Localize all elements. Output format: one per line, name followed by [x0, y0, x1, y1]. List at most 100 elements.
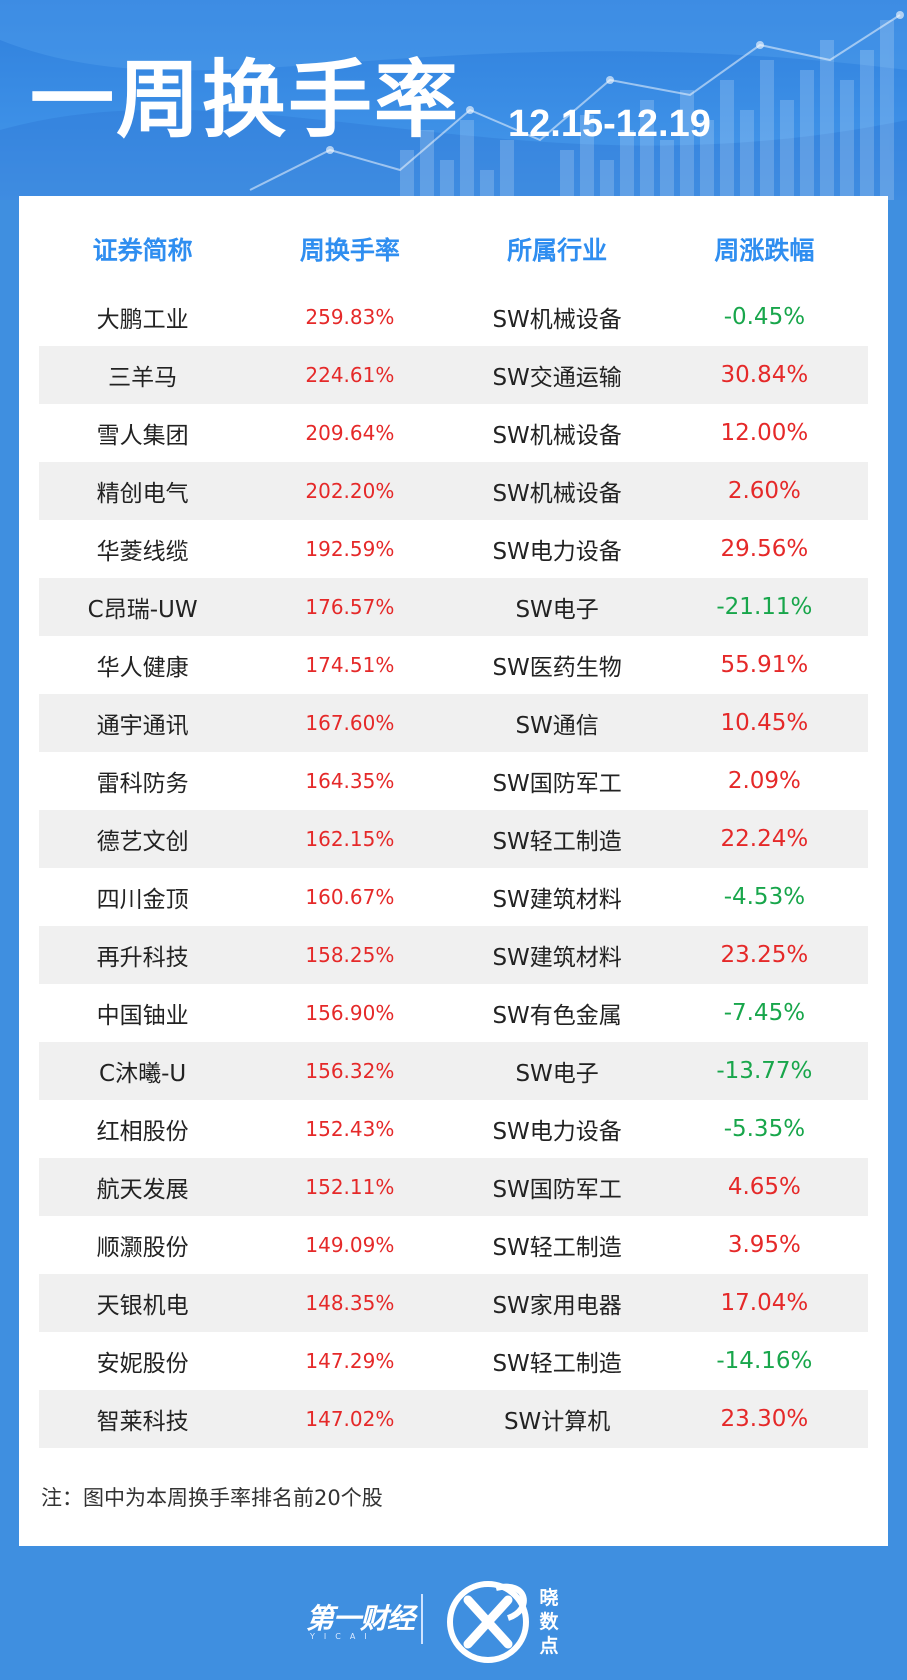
turnover-rate-cell: 156.32%: [305, 1059, 395, 1083]
turnover-rate-cell: 167.60%: [305, 711, 395, 735]
column-header-rate: 周换手率: [299, 236, 400, 265]
table-row: 航天发展 152.11% SW国防军工 4.65%: [39, 1158, 868, 1216]
stock-name-cell: 雷科防务: [96, 771, 189, 797]
table-row: 通宇通讯 167.60% SW通信 10.45%: [39, 694, 868, 752]
turnover-rate-cell: 176.57%: [305, 595, 395, 619]
turnover-rate-cell: 147.29%: [305, 1349, 395, 1373]
weekly-change-cell: 12.00%: [720, 420, 809, 446]
turnover-rate-cell: 224.61%: [305, 363, 395, 387]
industry-cell: SW家用电器: [492, 1293, 622, 1319]
weekly-change-cell: 2.60%: [727, 478, 801, 504]
turnover-rate-cell: 148.35%: [305, 1291, 395, 1315]
stock-name-cell: 红相股份: [96, 1119, 189, 1145]
weekly-change-cell: 55.91%: [720, 652, 809, 678]
table-row: 顺灏股份 149.09% SW轻工制造 3.95%: [39, 1216, 868, 1274]
table-row: 天银机电 148.35% SW家用电器 17.04%: [39, 1274, 868, 1332]
turnover-rate-cell: 147.02%: [305, 1407, 395, 1431]
weekly-change-cell: 4.65%: [727, 1174, 801, 1200]
industry-cell: SW国防军工: [492, 771, 622, 797]
stock-name-cell: 大鹏工业: [96, 307, 189, 333]
table-row: 精创电气 202.20% SW机械设备 2.60%: [39, 462, 868, 520]
chart-decoration-icon: [0, 0, 907, 200]
stock-name-cell: C沐曦-U: [99, 1061, 187, 1087]
stock-name-cell: 天银机电: [96, 1293, 189, 1319]
yicai-logo: 第一财经: [306, 1602, 415, 1635]
table-row: C昂瑞-UW 176.57% SW电子 -21.11%: [39, 578, 868, 636]
industry-cell: SW轻工制造: [492, 1235, 622, 1261]
stock-name-cell: 通宇通讯: [96, 713, 189, 739]
weekly-change-cell: -5.35%: [723, 1116, 806, 1142]
stock-name-cell: 智莱科技: [96, 1409, 189, 1435]
weekly-change-cell: 30.84%: [720, 362, 809, 388]
table-body: 大鹏工业 259.83% SW机械设备 -0.45% 三羊马 224.61% SW交通运输 3…: [39, 288, 868, 1448]
table-row: C沐曦-U 156.32% SW电子 -13.77%: [39, 1042, 868, 1100]
footnote: 注：图中为本周换手率排名前20个股: [41, 1486, 383, 1510]
turnover-rate-cell: 202.20%: [305, 479, 395, 503]
column-header-industry: 所属行业: [507, 236, 608, 265]
logo-divider: [421, 1594, 423, 1644]
stock-name-cell: 三羊马: [108, 365, 178, 391]
stock-name-cell: 华人健康: [96, 655, 189, 681]
turnover-rate-cell: 174.51%: [305, 653, 395, 677]
turnover-rate-cell: 162.15%: [305, 827, 395, 851]
industry-cell: SW计算机: [503, 1409, 611, 1435]
table-row: 红相股份 152.43% SW电力设备 -5.35%: [39, 1100, 868, 1158]
industry-cell: SW轻工制造: [492, 1351, 622, 1377]
date-range: 12.15-12.19: [508, 103, 711, 145]
table-row: 智莱科技 147.02% SW计算机 23.30%: [39, 1390, 868, 1448]
industry-cell: SW国防军工: [492, 1177, 622, 1203]
stock-name-cell: 顺灏股份: [96, 1235, 189, 1261]
turnover-rate-cell: 158.25%: [305, 943, 395, 967]
industry-cell: SW机械设备: [492, 481, 622, 507]
yicai-logo-sub: YICAI: [310, 1632, 376, 1641]
industry-cell: SW电力设备: [492, 539, 622, 565]
industry-cell: SW交通运输: [492, 365, 622, 391]
stock-name-cell: 精创电气: [96, 481, 189, 507]
table-row: 四川金顶 160.67% SW建筑材料 -4.53%: [39, 868, 868, 926]
table-row: 中国铀业 156.90% SW有色金属 -7.45%: [39, 984, 868, 1042]
stock-name-cell: 德艺文创: [96, 829, 189, 855]
turnover-rate-cell: 164.35%: [305, 769, 395, 793]
turnover-rate-cell: 209.64%: [305, 421, 395, 445]
turnover-rate-cell: 149.09%: [305, 1233, 395, 1257]
weekly-change-cell: 23.30%: [720, 1406, 809, 1432]
weekly-change-cell: 17.04%: [720, 1290, 809, 1316]
column-header-name: 证券简称: [92, 236, 193, 265]
table-row: 三羊马 224.61% SW交通运输 30.84%: [39, 346, 868, 404]
weekly-change-cell: -4.53%: [723, 884, 806, 910]
table-header: 证券简称 周换手率 所属行业 周涨跌幅: [39, 226, 868, 276]
industry-cell: SW机械设备: [492, 307, 622, 333]
weekly-change-cell: 3.95%: [727, 1232, 801, 1258]
industry-cell: SW轻工制造: [492, 829, 622, 855]
industry-cell: SW医药生物: [492, 655, 622, 681]
xiaoshudian-logo-text: 晓数点: [539, 1587, 559, 1657]
industry-cell: SW电子: [515, 1061, 599, 1087]
turnover-rate-cell: 160.67%: [305, 885, 395, 909]
table-row: 雷科防务 164.35% SW国防军工 2.09%: [39, 752, 868, 810]
table-card: 证券简称 周换手率 所属行业 周涨跌幅 大鹏工业 259.83% SW机械设备 -0.…: [19, 196, 888, 1546]
turnover-rate-cell: 152.11%: [305, 1175, 395, 1199]
turnover-rate-cell: 152.43%: [305, 1117, 395, 1141]
table-row: 华人健康 174.51% SW医药生物 55.91%: [39, 636, 868, 694]
stock-name-cell: 安妮股份: [96, 1351, 189, 1377]
industry-cell: SW通信: [515, 713, 599, 739]
stock-name-cell: 中国铀业: [96, 1003, 189, 1029]
table-row: 德艺文创 162.15% SW轻工制造 22.24%: [39, 810, 868, 868]
table-row: 再升科技 158.25% SW建筑材料 23.25%: [39, 926, 868, 984]
industry-cell: SW电子: [515, 597, 599, 623]
weekly-change-cell: 22.24%: [720, 826, 809, 852]
weekly-change-cell: 10.45%: [720, 710, 809, 736]
stock-name-cell: C昂瑞-UW: [87, 597, 198, 623]
table-row: 雪人集团 209.64% SW机械设备 12.00%: [39, 404, 868, 462]
industry-cell: SW有色金属: [492, 1003, 622, 1029]
weekly-change-cell: -7.45%: [723, 1000, 806, 1026]
stock-name-cell: 再升科技: [96, 945, 189, 971]
weekly-change-cell: 2.09%: [727, 768, 801, 794]
weekly-change-cell: -14.16%: [716, 1348, 813, 1374]
xiaoshudian-logo-icon: [447, 1581, 529, 1663]
stock-name-cell: 雪人集团: [96, 423, 189, 449]
column-header-change: 周涨跌幅: [714, 236, 815, 265]
turnover-rate-cell: 259.83%: [305, 305, 395, 329]
turnover-rate-cell: 156.90%: [305, 1001, 395, 1025]
table-row: 华菱线缆 192.59% SW电力设备 29.56%: [39, 520, 868, 578]
